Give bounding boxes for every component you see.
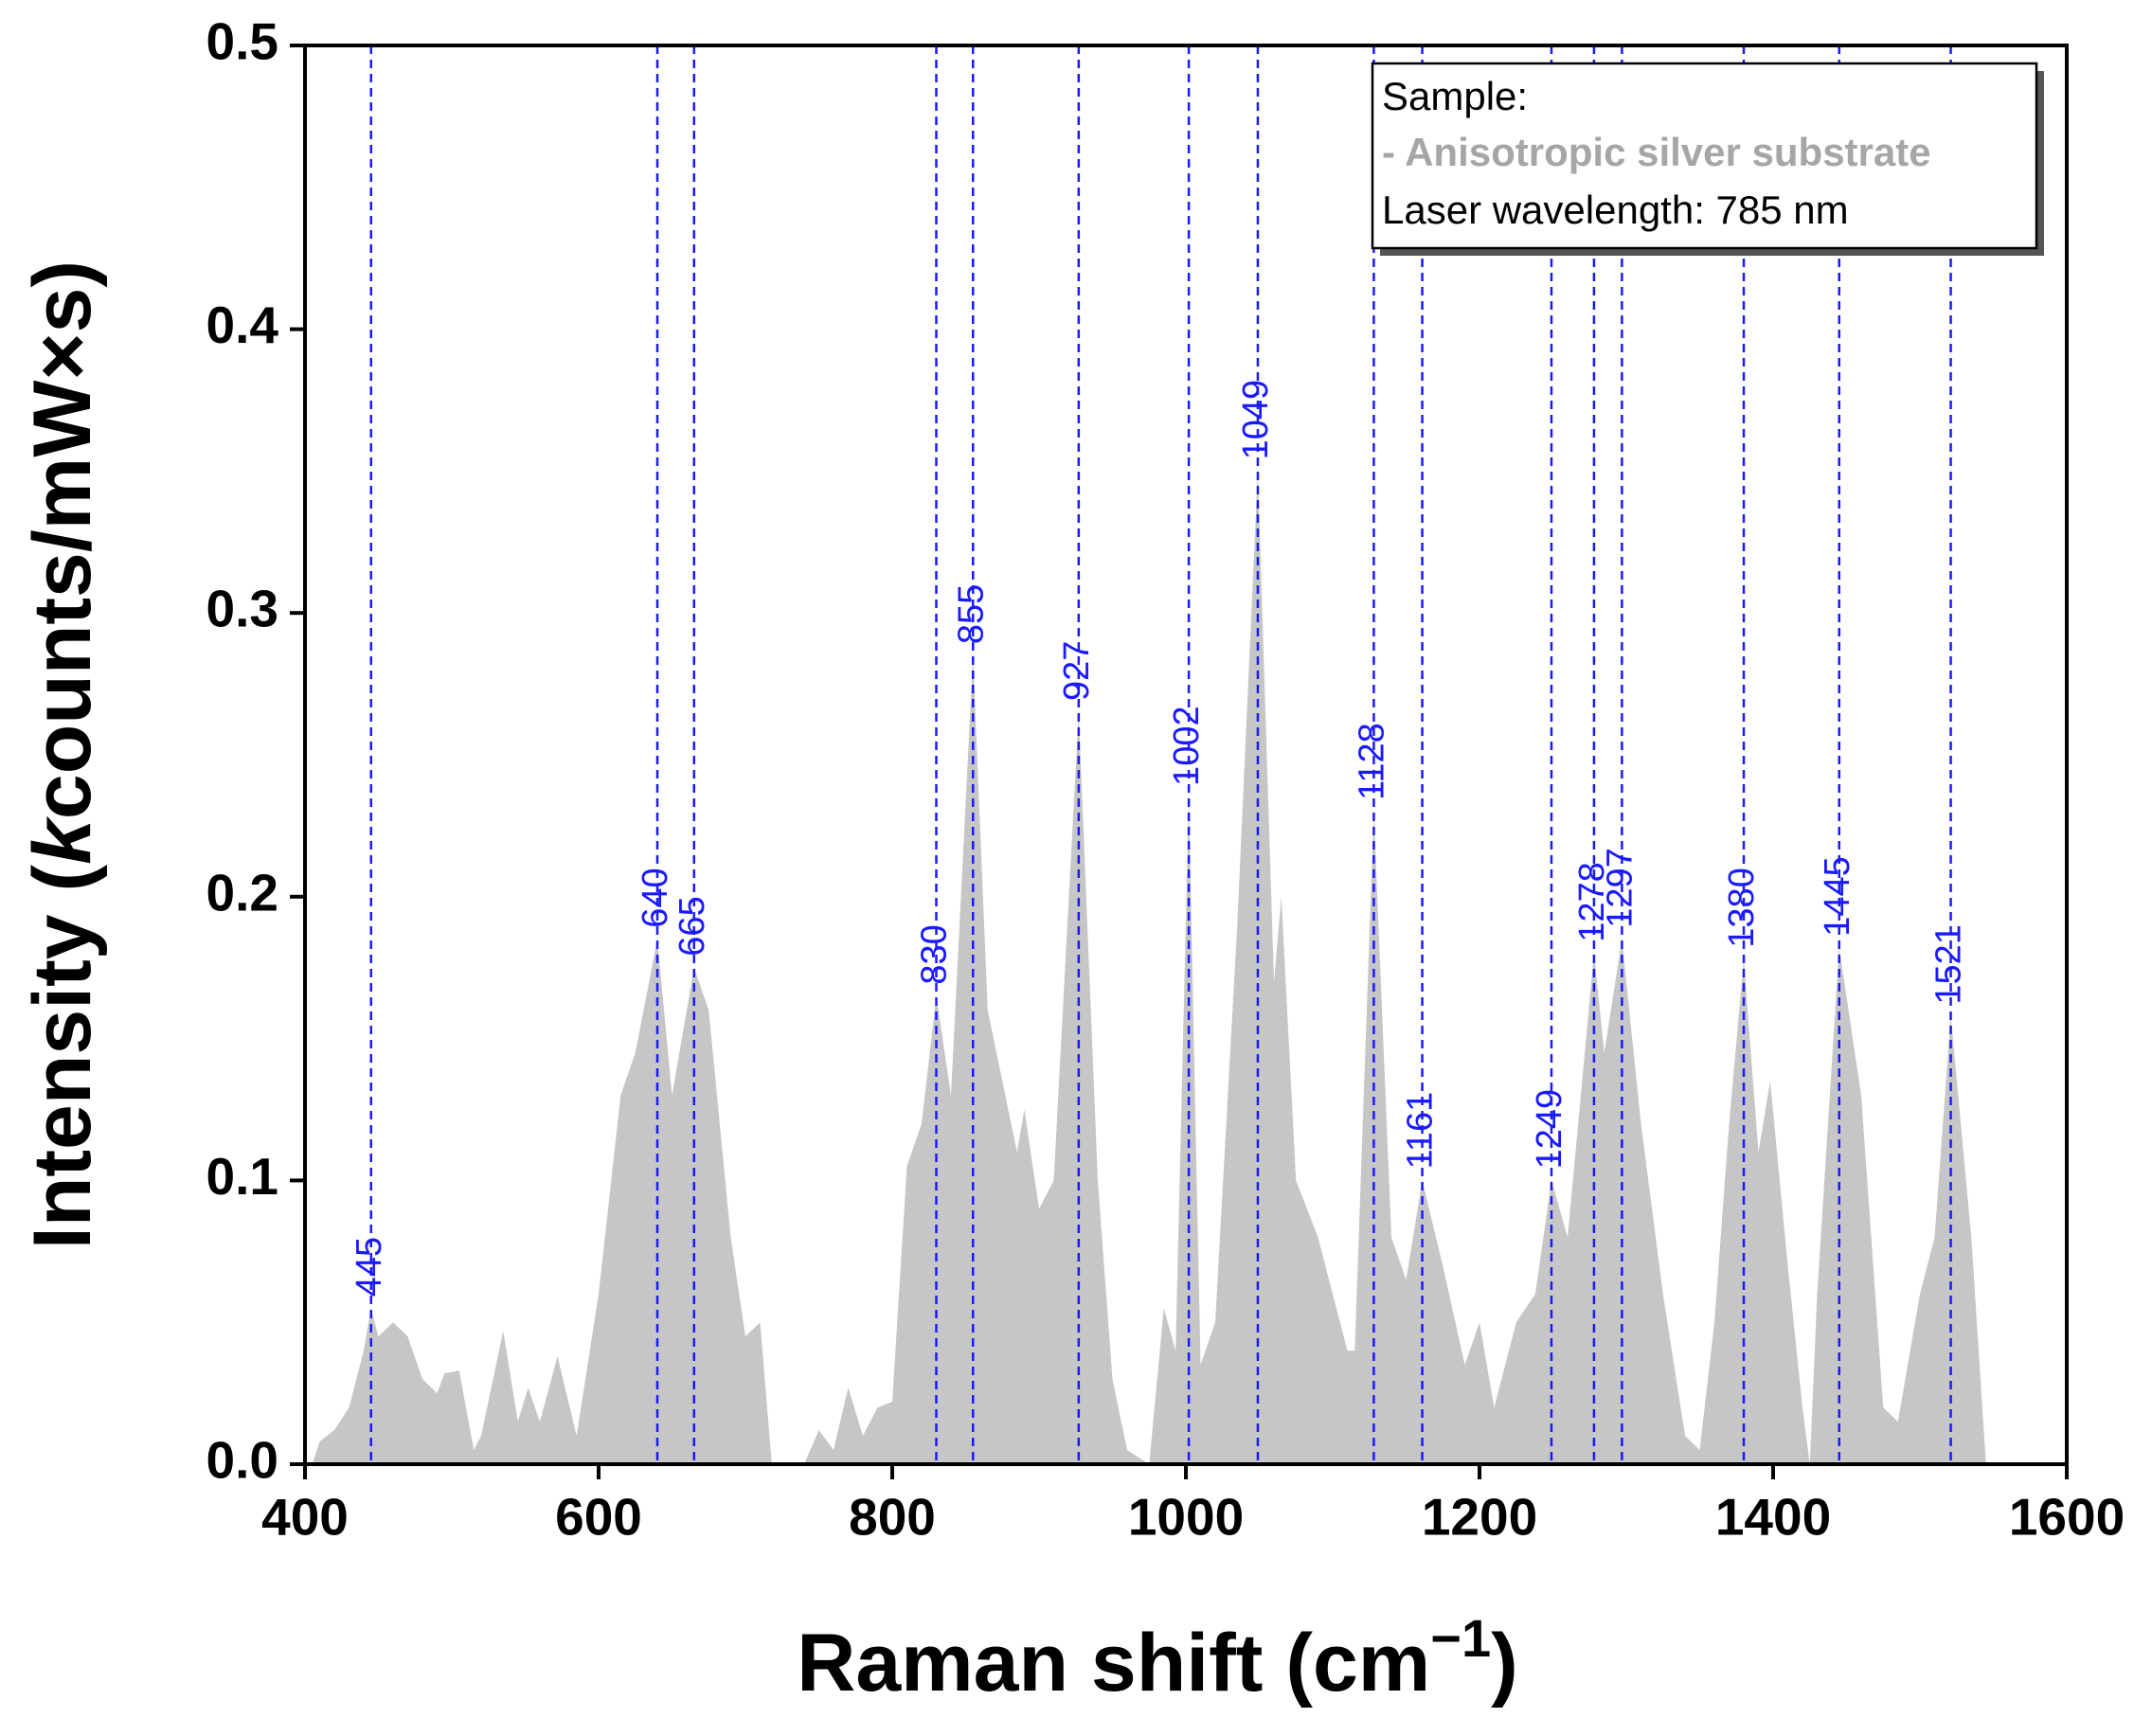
x-tick-label: 1000 [1128, 1488, 1244, 1547]
x-axis-label: Raman shift (cm−1) [797, 1608, 1518, 1709]
peak-label: 830 [915, 924, 955, 984]
peak-label: 445 [350, 1237, 389, 1297]
y-tick-label: 0.0 [206, 1431, 278, 1490]
y-tick-label: 0.5 [206, 12, 278, 71]
y-tick-label: 0.1 [206, 1147, 278, 1206]
peak-label: 1278 [1572, 862, 1612, 942]
y-tick-label: 0.2 [206, 863, 278, 922]
peak-label: 1002 [1167, 706, 1207, 786]
peak-label: 1249 [1530, 1089, 1569, 1170]
x-tick-label: 1200 [1422, 1488, 1537, 1547]
x-label-part: ) [1491, 1618, 1518, 1709]
y-label-italic: k [17, 815, 108, 865]
peak-label: 1128 [1352, 723, 1391, 800]
y-label-part: counts/mW×s) [17, 260, 108, 819]
peak-label: 1380 [1722, 868, 1762, 948]
peak-label: 665 [672, 896, 712, 956]
peak-label: 927 [1057, 641, 1097, 701]
x-label-sup: −1 [1430, 1608, 1491, 1668]
legend-entry: - Anisotropic silver substrate [1382, 130, 1931, 174]
y-label-part: Intensity ( [17, 865, 108, 1250]
x-tick-label: 600 [555, 1488, 642, 1547]
y-axis-label: Intensity (kcounts/mW×s) [17, 260, 108, 1249]
x-tick-label: 1600 [2009, 1488, 2125, 1547]
y-tick-label: 0.4 [206, 295, 279, 354]
peak-label: 640 [636, 868, 675, 927]
peak-label: 1049 [1236, 380, 1276, 460]
peak-label: 855 [951, 584, 991, 644]
legend-box [1371, 62, 2038, 250]
peak-label: 1521 [1929, 924, 1969, 1005]
y-tick-label: 0.3 [206, 580, 278, 638]
peak-label: 1445 [1818, 856, 1857, 937]
legend-note: Laser wavelength: 785 nm [1382, 188, 1849, 232]
x-label-part: Raman shift (cm [797, 1618, 1430, 1709]
x-tick-label: 800 [849, 1488, 936, 1547]
x-tick-label: 1400 [1715, 1488, 1831, 1547]
spectrum-area [312, 471, 1986, 1464]
legend-heading: Sample: [1382, 74, 1528, 118]
x-tick-label: 400 [261, 1488, 349, 1547]
peak-label: 1297 [1600, 848, 1640, 928]
peak-label: 1161 [1401, 1092, 1441, 1170]
